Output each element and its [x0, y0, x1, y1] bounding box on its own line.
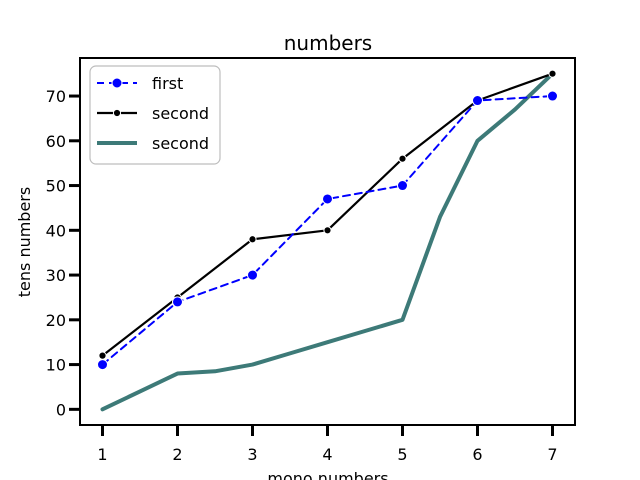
series-0-point-1: [97, 359, 108, 371]
legend-label-second: second: [152, 104, 209, 123]
y-tick-label-40: 40: [46, 221, 66, 240]
series-line-2: [100, 71, 555, 412]
series-1-point-5: [398, 154, 407, 163]
x-tick-label-3: 3: [247, 445, 257, 464]
y-tick-label-0: 0: [56, 400, 66, 419]
series-1-point-7: [548, 69, 557, 78]
chart-title: numbers: [284, 31, 372, 55]
legend-marker-0: [111, 77, 123, 89]
x-tick-label-7: 7: [547, 445, 557, 464]
y-tick-label-60: 60: [46, 132, 66, 151]
x-tick-label-4: 4: [322, 445, 332, 464]
series-layer: [97, 69, 558, 412]
legend-label-third: second: [152, 134, 209, 153]
legend-label-first: first: [152, 74, 183, 93]
y-axis-label: tens numbers: [15, 187, 34, 297]
x-tick-label-1: 1: [97, 445, 107, 464]
y-tick-label-50: 50: [46, 177, 66, 196]
legend-marker-1: [112, 108, 122, 118]
y-tick-label-10: 10: [46, 356, 66, 375]
series-1-point-4: [323, 226, 332, 235]
series-0-point-6: [472, 95, 483, 107]
series-1-point-3: [248, 235, 257, 244]
x-axis-label: mono numbers: [267, 469, 388, 480]
x-tick-label-5: 5: [397, 445, 407, 464]
series-0-point-7: [547, 90, 558, 102]
series-0-point-2: [172, 296, 183, 308]
y-tick-label-70: 70: [46, 87, 66, 106]
x-tick-label-2: 2: [172, 445, 182, 464]
legend: first second second: [89, 65, 221, 165]
series-0-point-5: [397, 180, 408, 192]
series-1-point-1: [98, 351, 107, 360]
y-tick-label-20: 20: [46, 311, 66, 330]
series-0-point-4: [322, 193, 333, 205]
legend-box: [89, 65, 221, 165]
series-0-point-3: [247, 269, 258, 281]
x-tick-label-6: 6: [472, 445, 482, 464]
y-tick-label-30: 30: [46, 266, 66, 285]
